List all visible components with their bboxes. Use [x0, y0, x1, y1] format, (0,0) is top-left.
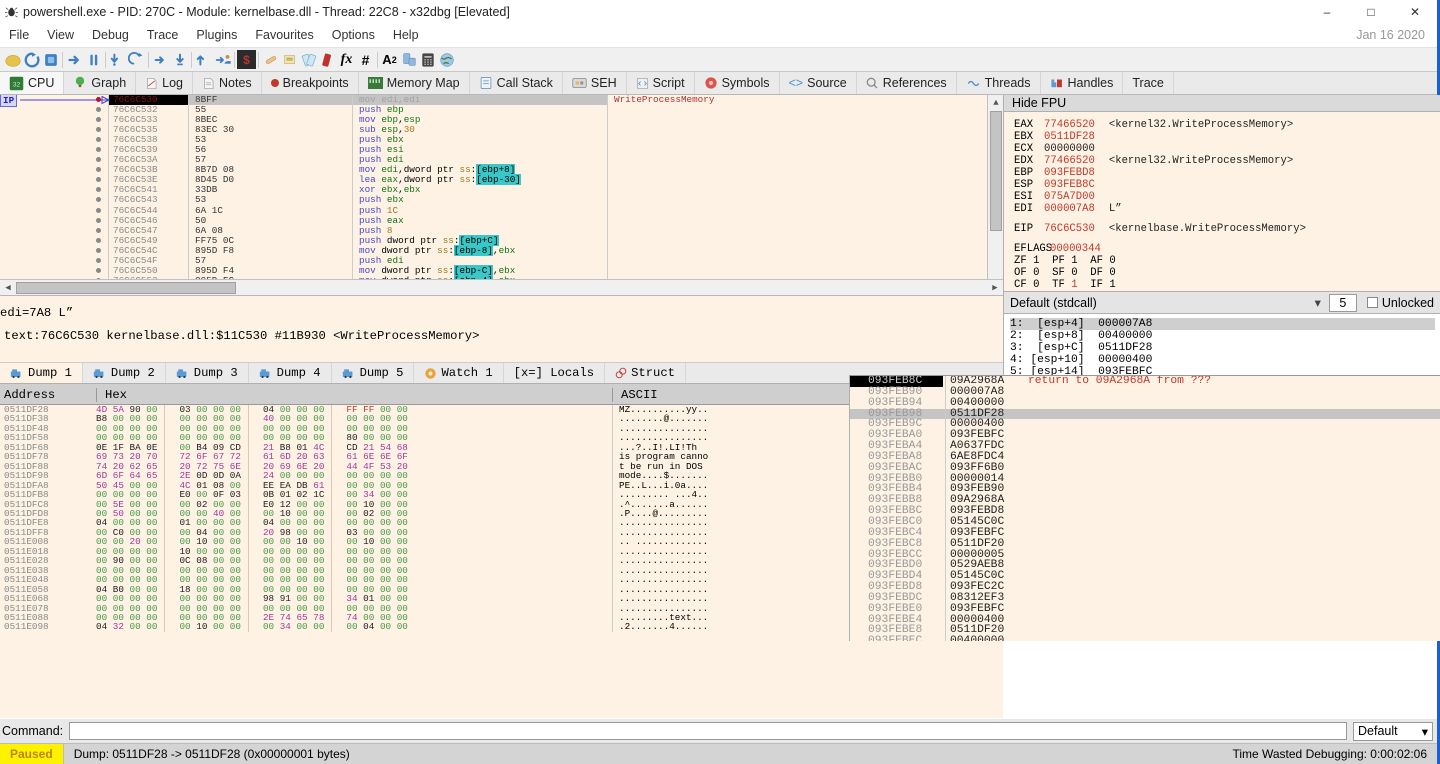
svg-text:32: 32	[13, 81, 21, 88]
